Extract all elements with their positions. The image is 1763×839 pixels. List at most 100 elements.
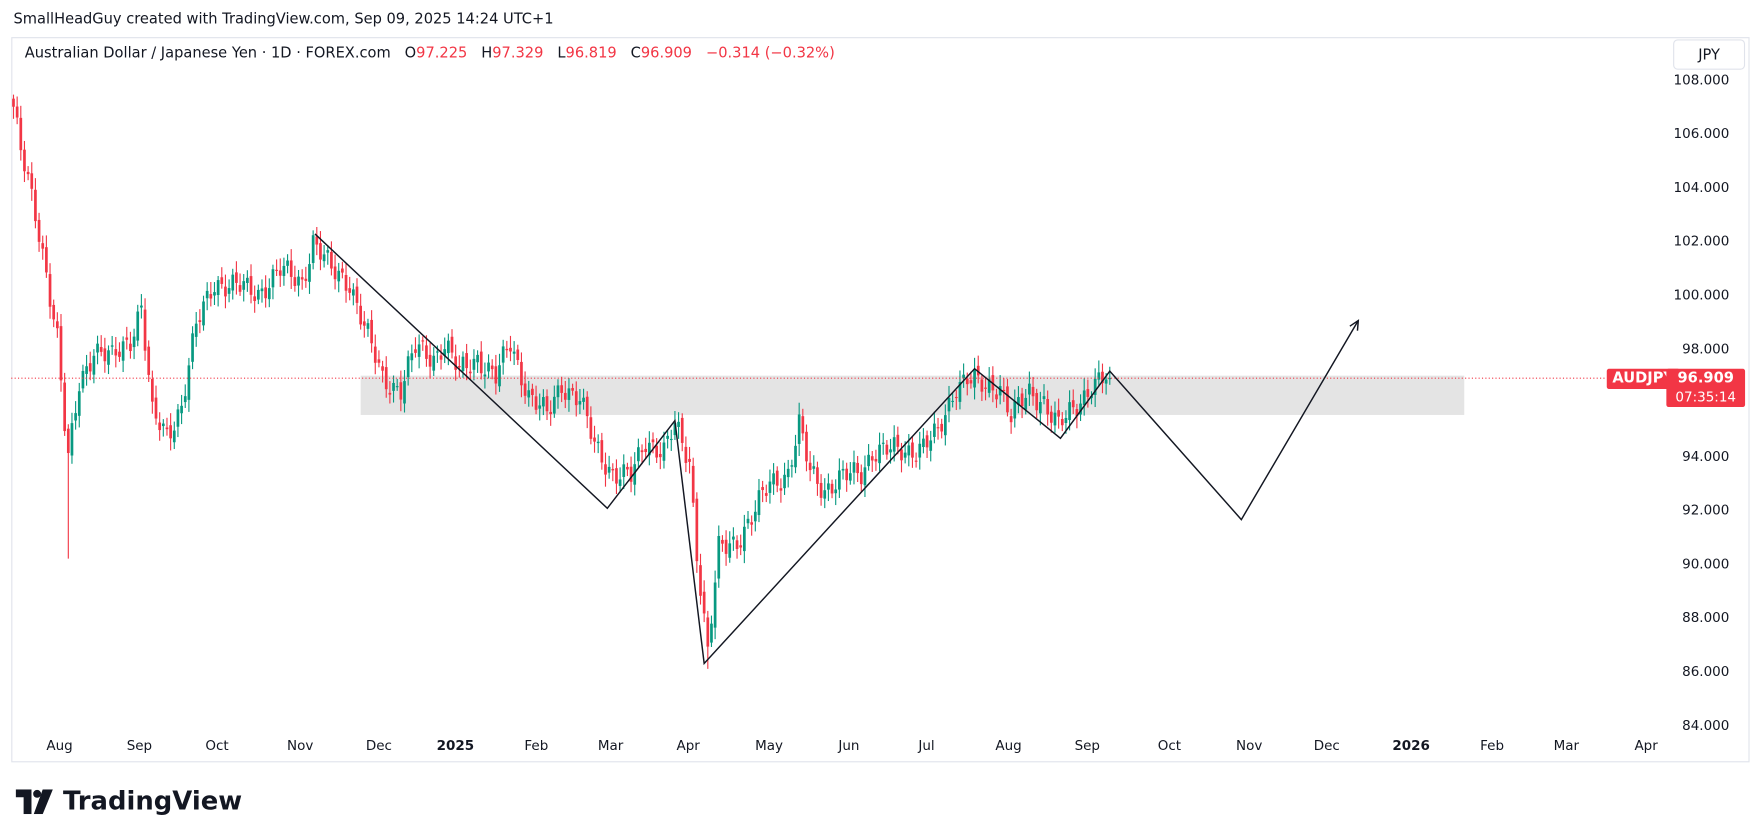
candle-body [834, 489, 838, 494]
candle-body [330, 251, 333, 269]
candle-body [406, 356, 410, 378]
candle-body [936, 427, 940, 429]
zigzag-projection-line [314, 233, 1359, 666]
candle-body [202, 301, 205, 326]
candle-body [640, 450, 644, 453]
candle-body [673, 423, 677, 436]
candle-body [680, 417, 684, 443]
candle-body [289, 260, 293, 277]
candle-body [772, 473, 775, 485]
candle-body [841, 468, 845, 471]
time-axis-label: 2025 [437, 738, 475, 754]
candle-body [549, 411, 553, 415]
candle-body [545, 396, 549, 412]
candle-body [1057, 410, 1060, 417]
candle-body [490, 365, 494, 370]
candle-body [355, 286, 359, 303]
candle-body [699, 565, 702, 596]
candle-body [286, 260, 289, 266]
candle-body [172, 430, 176, 443]
candle-body [300, 277, 304, 280]
candle-body [297, 276, 300, 286]
candle-body [92, 355, 96, 375]
close-value: 96.909 [640, 44, 692, 62]
candle-body [45, 247, 48, 273]
candle-body [794, 445, 797, 468]
candle-body [176, 409, 180, 427]
tradingview-logo[interactable]: TradingView [15, 787, 242, 816]
candle-body [764, 493, 768, 496]
candle-body [757, 490, 761, 516]
candle-body [779, 488, 783, 491]
candle-body [399, 382, 403, 400]
candle-body [501, 346, 505, 363]
candle-body [578, 401, 582, 405]
candle-body [596, 441, 600, 444]
time-axis-label: Apr [676, 738, 700, 754]
candle-body [987, 379, 991, 393]
candle-body [516, 349, 520, 360]
candle-body [607, 466, 611, 473]
candle-body [600, 440, 604, 463]
candle-body [1093, 378, 1097, 395]
candle-body [41, 243, 45, 249]
candle-body [1086, 389, 1090, 397]
candle-body [775, 470, 779, 486]
candle-body [392, 382, 395, 391]
candle-body [523, 383, 527, 396]
time-axis-label: Dec [366, 738, 392, 754]
candle-body [914, 460, 918, 462]
candle-body [633, 464, 637, 485]
candle-body [626, 466, 629, 470]
candle-body [476, 354, 479, 363]
time-axis-label: Sep [1075, 738, 1100, 754]
candle-body [447, 340, 450, 354]
time-axis-label: Feb [1480, 738, 1504, 754]
candle-body [874, 458, 878, 462]
candle-body [110, 345, 114, 347]
candle-body [943, 415, 947, 436]
candle-body [319, 243, 322, 260]
candle-body [786, 468, 790, 478]
candle-body [205, 290, 209, 299]
candle-body [410, 353, 414, 361]
candle-body [395, 386, 399, 388]
candle-body [52, 304, 56, 320]
change-value: −0.314 (−0.32%) [705, 44, 835, 62]
candle-body [465, 353, 468, 369]
candle-body [925, 435, 929, 448]
price-axis-label: 94.000 [1682, 449, 1729, 465]
candle-body [929, 440, 933, 451]
candle-body [702, 591, 706, 614]
candle-body [995, 394, 998, 400]
candle-body [1039, 402, 1042, 414]
candle-body [421, 340, 425, 342]
price-axis-label: 108.000 [1674, 72, 1730, 88]
candle-body [180, 405, 183, 414]
candle-body [965, 378, 969, 385]
candle-body [125, 337, 129, 340]
chart-frame[interactable] [11, 37, 1750, 763]
time-axis-label: Sep [127, 738, 152, 754]
candle-body [911, 442, 914, 458]
candle-body [677, 421, 680, 427]
candle-body [370, 319, 373, 344]
candle-body [790, 465, 794, 467]
candle-body [647, 442, 651, 456]
candle-body [417, 344, 421, 357]
candle-body [542, 397, 545, 407]
candle-body [1075, 409, 1079, 417]
candle-body [534, 396, 538, 410]
candle-body [658, 453, 662, 458]
candle-body [618, 479, 622, 486]
candle-body [34, 189, 37, 222]
candle-body [1104, 379, 1108, 384]
candle-body [326, 250, 330, 253]
candle-body [589, 417, 593, 439]
time-axis-label: Nov [1236, 738, 1262, 754]
currency-button[interactable]: JPY [1673, 39, 1746, 70]
candle-body [808, 462, 812, 471]
high-value: 97.329 [492, 44, 544, 62]
candle-body [238, 285, 242, 292]
